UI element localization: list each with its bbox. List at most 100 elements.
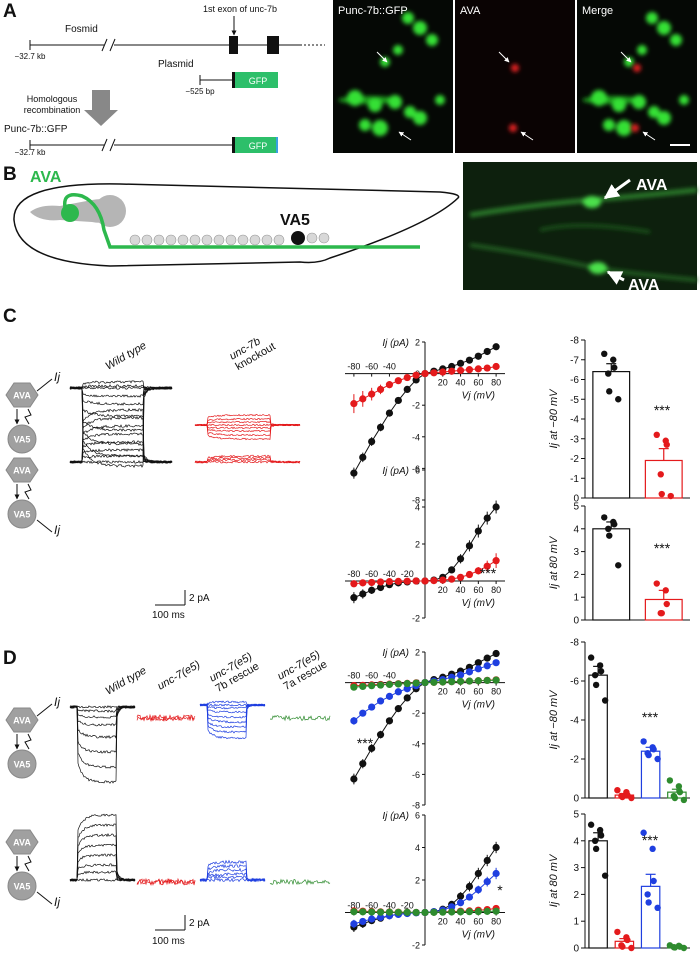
x-tick-label: -60 [365, 671, 378, 681]
image-arrow [603, 178, 631, 200]
data-point [663, 600, 670, 608]
shape [109, 138, 116, 152]
data-point [624, 936, 631, 944]
data-point [596, 662, 604, 669]
data-point [448, 566, 456, 574]
data-point [368, 586, 376, 594]
va5-label: VA5 [280, 212, 310, 229]
x-axis-label: Vj (mV) [462, 700, 495, 711]
y-tick-label: -2 [570, 454, 579, 465]
data-point [492, 362, 500, 371]
data-point [654, 904, 661, 911]
y-axis-label: Ij (pA) [382, 648, 409, 659]
gfp-edge [276, 137, 278, 153]
x-tick-label: -40 [383, 362, 396, 372]
scale-label: 2 pA [189, 593, 210, 604]
y-tick-label: 2 [415, 540, 420, 550]
data-point [615, 562, 622, 569]
data-point [492, 503, 500, 511]
data-point [483, 878, 491, 886]
y-tick-label: -3 [570, 434, 579, 445]
scale-label: 100 ms [152, 936, 185, 947]
data-point [394, 908, 402, 916]
current-trace [136, 713, 196, 722]
x-tick-label: 60 [473, 585, 483, 595]
va5-icon [7, 499, 37, 529]
data-point [650, 877, 657, 885]
gfp-label: GFP [249, 141, 268, 151]
data-point [412, 371, 420, 379]
gap-junction-symbol [24, 483, 32, 500]
y-tick-label: -8 [412, 496, 420, 506]
y-tick-label: -8 [412, 801, 420, 811]
data-point [448, 678, 456, 686]
x-tick-label: 60 [473, 378, 483, 388]
data-point [591, 837, 599, 844]
data-point [376, 913, 385, 921]
gap-junction-symbol [24, 855, 32, 872]
annotation: *** [642, 709, 659, 725]
data-point [394, 377, 402, 385]
data-point [474, 659, 482, 667]
data-point [601, 697, 609, 704]
y-tick-label: -2 [412, 941, 420, 951]
data-point [376, 385, 385, 393]
data-point [465, 366, 474, 374]
data-point [421, 679, 429, 687]
x-tick-label: 40 [456, 378, 466, 388]
current-trace [69, 823, 136, 882]
data-point [385, 908, 394, 916]
data-point [615, 396, 622, 403]
electrode [36, 519, 53, 533]
x-tick-label: -40 [383, 569, 396, 579]
x-tick-label: 40 [456, 917, 466, 927]
x-tick-label: 80 [491, 687, 501, 697]
data-point [448, 908, 456, 916]
current-trace [69, 843, 136, 882]
current-trace [69, 705, 136, 727]
current-trace [269, 714, 331, 722]
annotation: *** [654, 540, 671, 556]
x-tick-label: -60 [365, 901, 378, 911]
electrode [36, 378, 53, 392]
data-point [474, 907, 482, 916]
scale-label: 2 pA [189, 918, 210, 929]
data-point [614, 928, 621, 936]
x-tick-label: -80 [347, 671, 360, 681]
y-tick-label: -6 [570, 375, 579, 386]
data-point [587, 821, 595, 828]
data-point [350, 775, 358, 783]
data-point [439, 678, 447, 686]
x-tick-label: -40 [383, 901, 396, 911]
current-label: Ij [54, 695, 60, 709]
exon [232, 72, 235, 88]
data-point [456, 359, 465, 367]
x-tick-label: -60 [365, 362, 378, 372]
x-tick-label: -20 [401, 901, 414, 911]
annotation: *** [642, 832, 659, 848]
panel-label: B [3, 164, 17, 185]
data-point [492, 649, 500, 658]
data-point [474, 567, 482, 575]
data-point [666, 777, 674, 784]
current-trace [199, 863, 266, 883]
gfp-label: GFP [249, 76, 268, 86]
shape [249, 234, 261, 246]
data-point [606, 388, 613, 395]
shape [225, 234, 237, 246]
y-tick-label: -2 [412, 614, 420, 624]
data-point [596, 826, 604, 834]
y-tick-label: 4 [573, 836, 579, 847]
shape: recombination [24, 105, 81, 115]
data-point [605, 525, 612, 532]
data-point [650, 746, 657, 753]
current-trace [194, 454, 301, 464]
data-point [403, 679, 411, 688]
data-point [662, 587, 669, 594]
data-point [439, 576, 447, 584]
data-point [368, 744, 376, 752]
bar [640, 885, 661, 949]
data-point [439, 908, 447, 916]
shape [101, 38, 108, 52]
fosmid-label: Fosmid [65, 24, 98, 35]
